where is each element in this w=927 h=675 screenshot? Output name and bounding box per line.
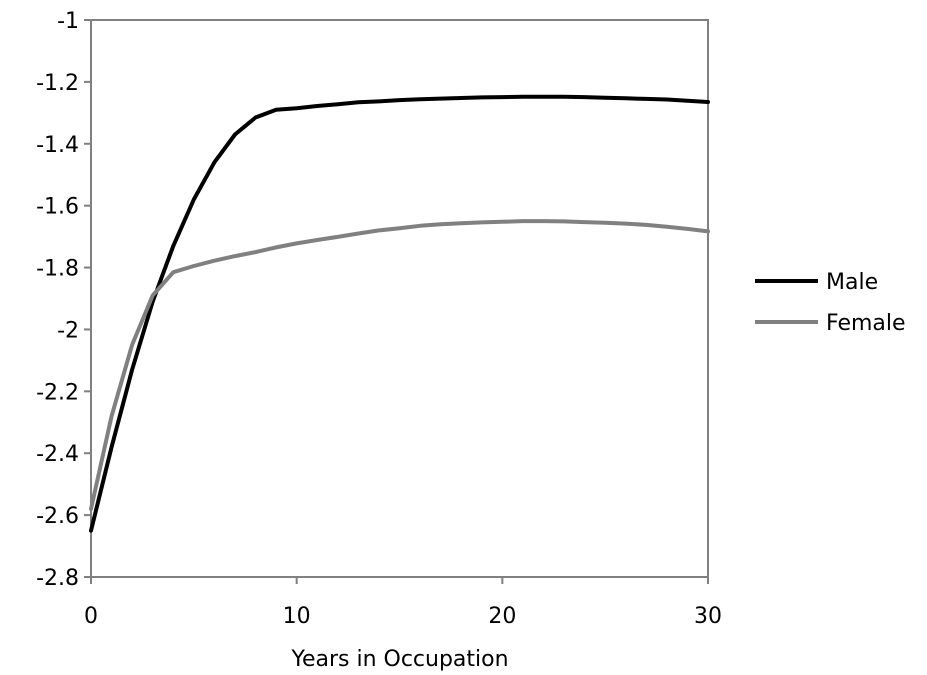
x-tick-label: 20 [488,604,516,629]
y-tick-label: -1.8 [36,257,79,282]
y-tick-label: -2.6 [36,504,79,529]
y-tick-label: -1.6 [36,195,79,220]
y-tick-label: -1.2 [36,71,79,96]
y-tick-label: -2.4 [36,442,79,467]
x-tick-label: 10 [283,604,311,629]
y-tick-label: -1 [57,9,79,34]
y-axis: -1 -1.2 -1.4 -1.6 -1.8 -2 -2.2 -2.4 -2.6 -2.8 [36,9,91,591]
x-axis-title: Years in Occupation [290,647,508,672]
series-line-male [89,94,710,533]
y-tick-label: -1.4 [36,133,79,158]
legend-label-male: Male [826,270,878,295]
x-tick-label: 30 [694,604,722,629]
y-tick-label: -2.8 [36,566,79,591]
legend-label-female: Female [826,311,906,336]
y-tick-label: -2.2 [36,380,79,405]
series-layer [89,94,710,533]
y-tick-label: -2 [57,318,79,343]
legend: Male Female [755,270,906,336]
plot-area-frame [90,19,709,578]
x-tick-label: 0 [84,604,98,629]
series-line-female [89,219,710,511]
x-axis: 0 10 20 30 [84,577,722,629]
